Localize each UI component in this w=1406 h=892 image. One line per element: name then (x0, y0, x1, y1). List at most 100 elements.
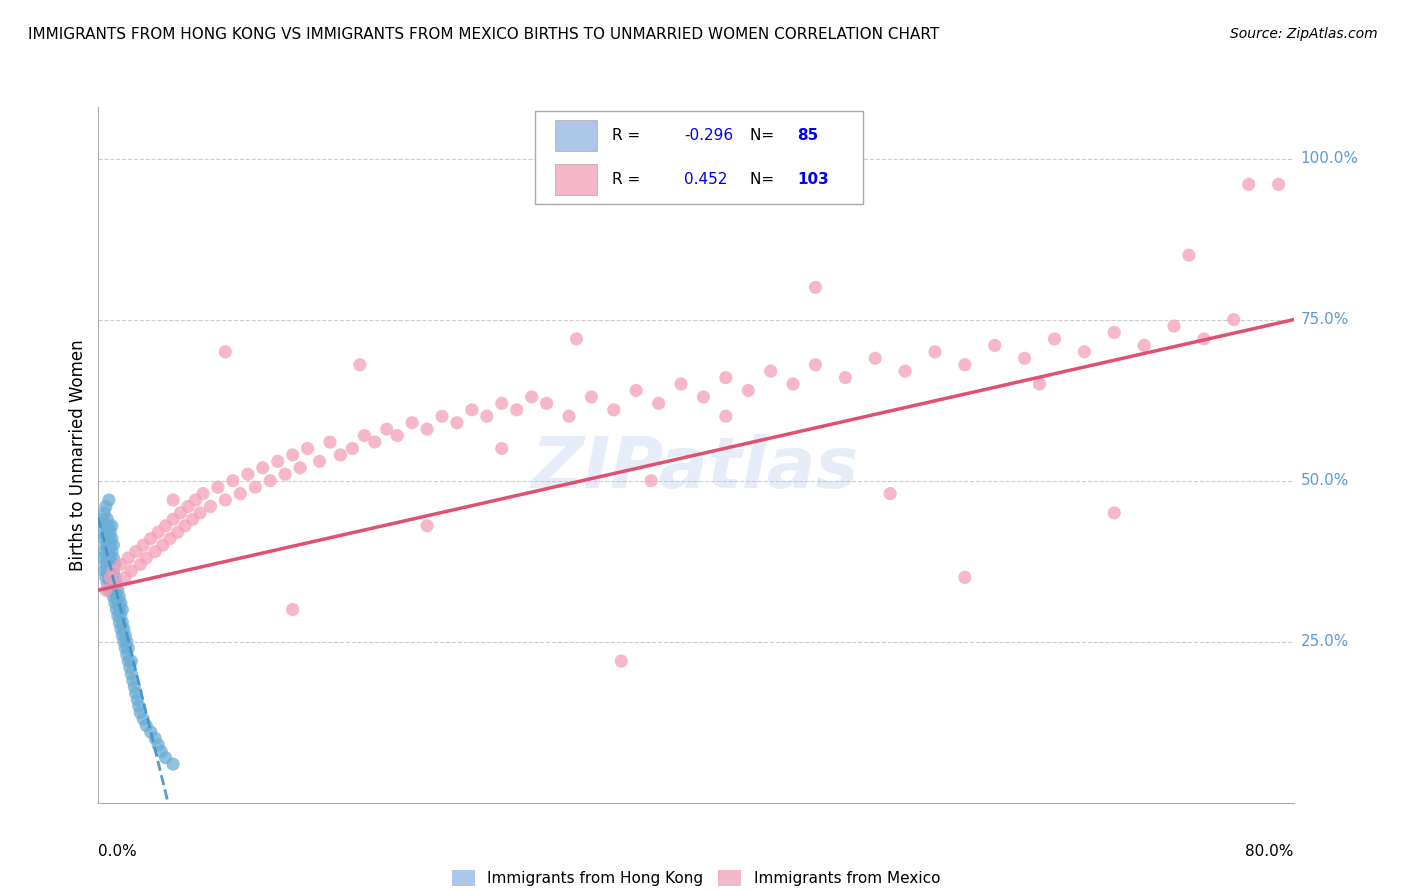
Point (110, 609, 132, 624)
Point (162, 757, 184, 772)
Point (132, 712, 155, 726)
Point (353, 428, 375, 442)
Point (669, 377, 692, 392)
FancyBboxPatch shape (534, 111, 863, 204)
Text: N=: N= (749, 128, 779, 144)
Point (342, 442, 364, 456)
Point (101, 583, 124, 598)
Point (104, 558, 127, 572)
Point (150, 744, 173, 758)
Point (214, 344, 236, 359)
Point (121, 673, 143, 688)
Point (983, 338, 1005, 352)
Point (129, 706, 152, 720)
Point (1267, 178, 1289, 192)
Point (491, 396, 513, 410)
Point (714, 409, 737, 424)
Text: 80.0%: 80.0% (1246, 845, 1294, 859)
Point (166, 525, 188, 540)
Point (101, 558, 124, 572)
Point (1014, 351, 1036, 366)
Point (94, 518, 117, 533)
Point (259, 474, 281, 488)
Point (288, 460, 311, 475)
Point (108, 590, 131, 604)
Point (98, 551, 122, 566)
Point (105, 576, 128, 591)
Point (94, 570, 117, 584)
Point (308, 454, 330, 468)
Point (93, 532, 115, 546)
Point (94, 538, 117, 552)
Point (581, 390, 603, 404)
Point (111, 615, 134, 630)
Text: 0.0%: 0.0% (98, 845, 138, 859)
Point (118, 660, 141, 674)
Point (98, 576, 122, 591)
Point (416, 422, 439, 436)
Point (148, 738, 170, 752)
Bar (555, 120, 596, 152)
Point (115, 648, 138, 662)
Point (107, 609, 129, 624)
Text: 0.452: 0.452 (685, 172, 727, 186)
Point (91, 551, 114, 566)
Point (143, 731, 166, 746)
Point (91, 512, 114, 526)
Point (104, 596, 127, 610)
Point (94, 500, 117, 514)
Point (252, 460, 274, 475)
Point (120, 564, 142, 578)
Point (96, 551, 118, 566)
Point (401, 416, 423, 430)
Point (647, 396, 669, 410)
Point (759, 364, 782, 378)
Point (107, 596, 129, 610)
Point (640, 474, 662, 488)
Point (229, 486, 252, 500)
Point (152, 538, 174, 552)
Point (93, 506, 115, 520)
Point (692, 390, 714, 404)
Text: -0.296: -0.296 (685, 128, 733, 144)
Point (103, 564, 125, 578)
Point (520, 390, 543, 404)
Point (297, 442, 319, 456)
Point (96, 512, 118, 526)
Point (125, 544, 148, 558)
Point (364, 435, 387, 450)
Point (114, 641, 136, 656)
Point (375, 422, 398, 436)
Point (96, 525, 118, 540)
Point (159, 532, 181, 546)
Point (536, 396, 558, 410)
Point (104, 570, 127, 584)
Point (349, 358, 371, 372)
Point (97, 532, 120, 546)
Point (129, 558, 152, 572)
Point (191, 486, 214, 500)
Point (416, 518, 439, 533)
Point (135, 551, 157, 566)
Point (1192, 332, 1215, 346)
Point (96, 564, 118, 578)
Point (200, 500, 222, 514)
Text: ZIPatlas: ZIPatlas (533, 434, 859, 503)
Point (110, 596, 132, 610)
Point (108, 602, 131, 616)
Point (120, 667, 142, 681)
Text: 100.0%: 100.0% (1301, 151, 1358, 166)
Point (103, 590, 125, 604)
Point (624, 384, 647, 398)
Point (96, 538, 118, 552)
Point (97, 544, 120, 558)
Point (108, 615, 131, 630)
Point (267, 454, 290, 468)
Point (1178, 248, 1201, 262)
Point (117, 641, 139, 656)
Point (865, 351, 887, 366)
Point (782, 377, 804, 392)
Point (329, 448, 352, 462)
Point (188, 506, 211, 520)
Text: 75.0%: 75.0% (1301, 312, 1348, 327)
